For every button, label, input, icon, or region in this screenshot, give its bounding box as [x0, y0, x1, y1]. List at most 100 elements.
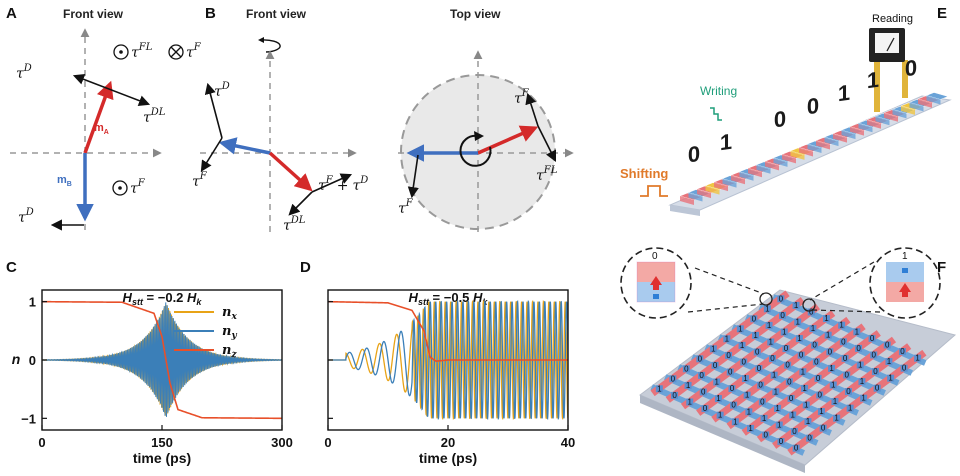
cell-bit: 0	[821, 424, 826, 433]
cell-pillar	[816, 391, 824, 399]
cell-pillar	[686, 398, 694, 406]
cell-bit: 1	[855, 327, 860, 336]
racetrack-bit-3: 0	[807, 93, 819, 120]
racetrack-stripe-side	[858, 123, 873, 133]
x-tick-label: 40	[561, 435, 575, 450]
crossbar-substrate-side	[640, 395, 805, 473]
cell-bit: 1	[791, 411, 796, 420]
chart-title: Hstt = −0.5 Hk	[409, 290, 489, 307]
cell-bit: 1	[811, 324, 816, 333]
x-axis-label: time (ps)	[133, 450, 191, 466]
cell-pillar	[698, 371, 706, 379]
cell-bit: 0	[902, 364, 907, 373]
panel-b-label: B	[205, 5, 216, 22]
cell-bit: 1	[772, 371, 777, 380]
cell-pillar	[784, 361, 792, 369]
cell-bit: 1	[797, 334, 802, 343]
cell-bit: 0	[770, 354, 775, 363]
racetrack-stripe-side	[816, 140, 830, 150]
panel-f-label: F	[937, 259, 946, 276]
dot-circle-icon	[112, 180, 128, 196]
cell-bit: 1	[860, 377, 865, 386]
cell-pillar	[819, 424, 827, 432]
cell-pillar	[782, 345, 790, 353]
cell-pillar	[822, 315, 830, 323]
legend-sub: y	[230, 331, 237, 341]
cell-pillar	[655, 385, 663, 393]
cell-bit: 0	[846, 387, 851, 396]
cell-pillar	[870, 351, 878, 359]
cell-pillar	[741, 375, 749, 383]
cell-bit: 0	[726, 351, 731, 360]
cell-bit: 0	[856, 344, 861, 353]
cell-pillar	[809, 325, 817, 333]
cell-bit: 0	[872, 351, 877, 360]
cell-pillar	[799, 368, 807, 376]
racetrack-stripe-side	[909, 102, 924, 112]
cell-bit: 0	[812, 341, 817, 350]
racetrack-stripe-side	[892, 109, 907, 119]
cell-pillar	[775, 421, 783, 429]
cell-pillar	[807, 308, 815, 316]
rotation-arrow-icon	[258, 37, 281, 53]
b-top-tau-f-left-arrow	[407, 154, 419, 199]
cell-pillar	[779, 311, 787, 319]
cell-bit: 0	[728, 368, 733, 377]
cell-bit: 0	[699, 371, 704, 380]
y-axis-label: n	[12, 351, 21, 367]
racetrack-stripe-side	[680, 196, 694, 205]
cell-bit: 1	[806, 417, 811, 426]
cell-pillar	[812, 358, 820, 366]
racetrack-stripe-side	[824, 137, 839, 147]
a-tau-f-top: τF	[186, 42, 202, 61]
plot-area	[328, 299, 568, 421]
cell-pillar	[777, 295, 785, 303]
cell-bit: 0	[828, 347, 833, 356]
chart-title-part: stt	[418, 297, 430, 307]
cell-bit: 1	[753, 331, 758, 340]
cell-bit: 1	[718, 411, 723, 420]
panel-d-label: D	[300, 259, 311, 276]
cell-bit: 1	[775, 404, 780, 413]
cell-bit: 0	[764, 431, 769, 440]
cell-pillar	[871, 368, 879, 376]
cell-pillar	[860, 394, 868, 402]
cell-pillar	[841, 354, 849, 362]
cell-bit: 1	[887, 357, 892, 366]
cell-pillar	[839, 338, 847, 346]
b-top-tau-f-left: τF	[398, 198, 414, 217]
racetrack-stripe-side	[867, 119, 881, 129]
zoom-line-left-bottom	[687, 303, 764, 313]
cell-bit: 0	[758, 381, 763, 390]
a-tau-dl: τDL	[143, 107, 166, 126]
cell-pillar	[838, 321, 846, 329]
panel-b: B Front view Top view τD τF τF + τD τDL	[192, 5, 574, 234]
b-top-tau-f: τF	[514, 88, 530, 107]
cell-pillar	[684, 381, 692, 389]
cell-pillar	[843, 371, 851, 379]
cell-bit: 0	[784, 344, 789, 353]
b-tau-f-right-arrow	[311, 173, 353, 193]
cell-pillar	[885, 358, 893, 366]
racetrack-stripe-side	[688, 192, 703, 202]
cell-pillar	[701, 405, 709, 413]
cell-pillar	[750, 315, 758, 323]
zoom-line-left-top	[694, 267, 765, 295]
a-torque-double-arrow	[72, 73, 151, 107]
racetrack-stripe-side	[799, 147, 813, 157]
cell-bit: 1	[711, 344, 716, 353]
cross-circle-icon	[168, 44, 184, 60]
cell-bit: 1	[716, 394, 721, 403]
zoom-left-bit: 0	[652, 251, 658, 262]
cell-pillar	[696, 355, 704, 363]
cell-bit: 1	[748, 424, 753, 433]
cell-bit: 1	[769, 338, 774, 347]
plot-area	[42, 300, 282, 420]
cell-pillar	[846, 404, 854, 412]
cell-pillar	[817, 408, 825, 416]
cell-bit: 0	[760, 397, 765, 406]
racetrack-bit-6: 0	[905, 55, 917, 82]
cell-bit: 1	[833, 397, 838, 406]
cell-pillar	[804, 418, 812, 426]
cell-bit: 1	[657, 384, 662, 393]
